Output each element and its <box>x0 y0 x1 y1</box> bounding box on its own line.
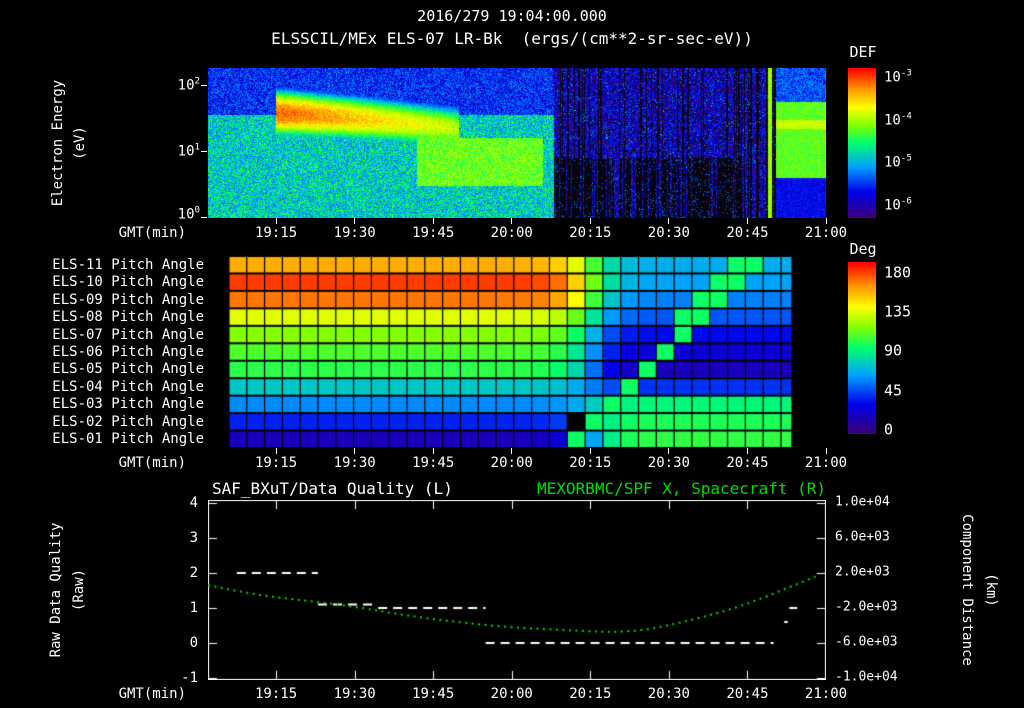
quality-ylabel: Raw Data Quality <box>47 522 64 658</box>
time-tick-label: 20:00 <box>490 225 533 241</box>
time-tick-label: 21:00 <box>804 455 848 471</box>
axis-tick <box>275 448 277 454</box>
pitch-row-label: ELS-07 Pitch Angle <box>52 326 204 343</box>
quality-distance-canvas <box>208 500 826 680</box>
time-tick-label: 19:15 <box>255 225 298 241</box>
spectrogram-ylabel-units: (eV) <box>71 126 88 160</box>
time-tick-label: 19:15 <box>255 455 298 471</box>
flux-colorbar-tick-label: 10-6 <box>884 196 912 214</box>
time-tick-label: 19:15 <box>255 686 298 702</box>
pitch-row-label: ELS-04 Pitch Angle <box>52 378 204 395</box>
energy-tick-label: 100 <box>177 205 200 223</box>
axis-tick <box>432 448 434 454</box>
pitch-row-label: ELS-08 Pitch Angle <box>52 309 204 326</box>
distance-tick-label: 1.0e+04 <box>835 494 890 510</box>
deg-colorbar-tick-label: 180 <box>884 263 912 282</box>
quality-tick-label: 0 <box>189 634 198 651</box>
quality-tick-label: -1 <box>181 669 198 686</box>
time-tick-label: 19:30 <box>333 225 376 241</box>
axis-tick <box>668 448 670 454</box>
axis-tick <box>432 218 434 224</box>
axis-tick <box>201 151 207 152</box>
distance-tick-label: -6.0e+03 <box>835 634 898 650</box>
time-tick-label: 20:30 <box>647 225 690 241</box>
time-tick-label: 19:30 <box>333 455 376 471</box>
axis-tick <box>354 218 356 224</box>
time-tick-label: 20:00 <box>490 455 533 471</box>
flux-colorbar-tick-label: 10-4 <box>884 111 912 129</box>
axis-tick <box>511 218 513 224</box>
time-tick-label: 21:00 <box>804 686 848 702</box>
pitch-row-label: ELS-01 Pitch Angle <box>52 431 204 448</box>
deg-colorbar-tick-label: 45 <box>884 381 903 400</box>
axis-tick <box>746 448 748 454</box>
flux-colorbar-tick-label: 10-3 <box>884 68 912 86</box>
axis-tick <box>201 85 207 86</box>
deg-colorbar-tick-label: 135 <box>884 302 912 321</box>
def-colorbar-title: DEF <box>849 43 877 61</box>
gmt-axis-label-pitch: GMT(min) <box>118 455 186 471</box>
time-tick-label: 20:45 <box>726 686 769 702</box>
time-tick-label: 20:15 <box>569 686 612 702</box>
time-tick-label: 19:45 <box>412 455 455 471</box>
axis-tick <box>275 218 277 224</box>
time-tick-label: 20:15 <box>569 455 612 471</box>
axis-tick <box>201 217 207 218</box>
time-tick-label: 20:45 <box>726 455 769 471</box>
pitch-row-label: ELS-09 Pitch Angle <box>52 291 204 308</box>
pitch-row-label: ELS-02 Pitch Angle <box>52 413 204 430</box>
time-tick-label: 19:45 <box>412 225 455 241</box>
spectrogram-ylabel: Electron Energy <box>49 79 66 207</box>
deg-colorbar-tick-label: 0 <box>884 420 894 439</box>
axis-tick <box>825 448 827 454</box>
plot-title: ELSSCIL/MEx ELS-07 LR-Bk (ergs/(cm**2-sr… <box>271 29 753 48</box>
distance-ylabel-units: (km) <box>983 573 1000 607</box>
flux-colorbar-tick-label: 10-5 <box>884 153 912 171</box>
energy-tick-label: 102 <box>177 76 200 94</box>
quality-ylabel-units: (Raw) <box>70 568 87 612</box>
quality-tick-label: 4 <box>189 494 198 511</box>
gmt-axis-label-quality: GMT(min) <box>118 686 186 702</box>
time-tick-label: 21:00 <box>804 225 848 241</box>
axis-tick <box>746 218 748 224</box>
deg-colorbar-tick-label: 90 <box>884 341 903 360</box>
distance-tick-label: 2.0e+03 <box>835 564 890 580</box>
energy-tick-label: 101 <box>177 142 200 160</box>
quality-panel-title: SAF_BXuT/Data Quality (L) <box>212 479 453 498</box>
spacecraft-panel-title: MEXORBMC/SPF X, Spacecraft (R) <box>537 479 826 498</box>
axis-tick <box>589 218 591 224</box>
pitch-angle-canvas <box>208 256 826 448</box>
time-tick-label: 20:30 <box>647 686 690 702</box>
deg-colorbar <box>848 262 876 434</box>
axis-tick <box>668 218 670 224</box>
distance-tick-label: -2.0e+03 <box>835 599 898 615</box>
quality-tick-label: 2 <box>189 564 198 581</box>
axis-tick <box>589 448 591 454</box>
time-tick-label: 19:30 <box>333 686 376 702</box>
pitch-row-label: ELS-06 Pitch Angle <box>52 343 204 360</box>
time-tick-label: 19:45 <box>412 686 455 702</box>
axis-tick <box>825 218 827 224</box>
distance-ylabel: Component Distance <box>959 514 976 666</box>
time-tick-label: 20:15 <box>569 225 612 241</box>
pitch-row-label: ELS-10 Pitch Angle <box>52 274 204 291</box>
axis-tick <box>511 448 513 454</box>
axis-tick <box>354 448 356 454</box>
timestamp-title: 2016/279 19:04:00.000 <box>417 7 607 25</box>
gmt-axis-label-spectrogram: GMT(min) <box>118 225 186 241</box>
distance-tick-label: 6.0e+03 <box>835 529 890 545</box>
pitch-row-label: ELS-05 Pitch Angle <box>52 361 204 378</box>
electron-spectrogram-canvas <box>208 68 826 218</box>
quality-tick-label: 3 <box>189 529 198 546</box>
pitch-row-label: ELS-11 Pitch Angle <box>52 256 204 273</box>
def-colorbar <box>848 68 876 218</box>
pitch-row-label: ELS-03 Pitch Angle <box>52 396 204 413</box>
distance-tick-label: -1.0e+04 <box>835 669 898 685</box>
time-tick-label: 20:30 <box>647 455 690 471</box>
quality-tick-label: 1 <box>189 599 198 616</box>
time-tick-label: 20:00 <box>490 686 533 702</box>
time-tick-label: 20:45 <box>726 225 769 241</box>
deg-colorbar-title: Deg <box>849 240 877 258</box>
